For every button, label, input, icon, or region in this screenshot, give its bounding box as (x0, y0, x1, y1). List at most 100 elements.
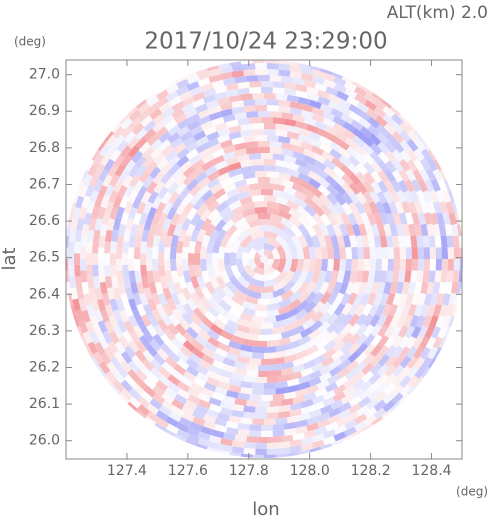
echo-cell (368, 303, 379, 317)
echo-cell (333, 246, 340, 259)
echo-cell (428, 189, 439, 203)
echo-cell (289, 371, 303, 381)
echo-cell (142, 175, 154, 189)
echo-cell (164, 387, 178, 399)
echo-cell (355, 191, 368, 205)
echo-cell (289, 332, 303, 343)
echo-cell (151, 196, 163, 210)
echo-cell (223, 432, 236, 441)
echo-cell (411, 247, 418, 259)
echo-cell (450, 281, 459, 294)
echo-cell (336, 270, 346, 284)
echo-cell (409, 190, 420, 204)
echo-cell (314, 426, 328, 436)
echo-cell (347, 154, 361, 168)
echo-cell (409, 314, 420, 328)
echo-cell (181, 411, 195, 423)
echo-cell (185, 357, 199, 370)
chart-subtitle: ALT(km) 2.0 (387, 3, 488, 23)
echo-cell (217, 127, 231, 137)
echo-cell (362, 180, 375, 194)
echo-cell (178, 90, 192, 102)
echo-cell (302, 187, 316, 200)
echo-cell (255, 68, 267, 76)
echo-cell (401, 304, 411, 318)
echo-cell (387, 259, 394, 271)
echo-cell (377, 324, 389, 338)
echo-cell (354, 303, 366, 317)
echo-cell (131, 150, 144, 164)
echo-cell (252, 266, 264, 275)
echo-cell (182, 331, 196, 345)
echo-cell (280, 329, 294, 339)
echo-cell (152, 120, 166, 133)
echo-cell (395, 223, 405, 237)
echo-cell (390, 179, 402, 193)
echo-cell (242, 251, 249, 267)
echo-cell (445, 304, 455, 317)
echo-cell (194, 240, 203, 254)
echo-cell (432, 201, 442, 214)
echo-cell (92, 229, 101, 242)
echo-cell (249, 394, 262, 401)
echo-cell (434, 235, 442, 248)
echo-cell (459, 247, 463, 259)
echo-cell (272, 287, 286, 298)
echo-cell (288, 215, 302, 228)
echo-cell (340, 393, 354, 405)
echo-cell (280, 179, 294, 189)
echo-cell (355, 313, 368, 327)
echo-cell (98, 235, 106, 248)
echo-cell (242, 338, 256, 347)
echo-cell (127, 136, 140, 149)
echo-cell (196, 371, 210, 383)
echo-cell (237, 392, 250, 401)
echo-cell (190, 125, 204, 137)
echo-cell (177, 292, 188, 306)
echo-cell (165, 90, 179, 102)
echo-cell (104, 253, 111, 265)
echo-cell (295, 83, 308, 93)
echo-cell (181, 102, 195, 114)
echo-cell (275, 196, 289, 206)
echo-cell (379, 292, 390, 306)
echo-cell (252, 454, 264, 458)
echo-cell (297, 374, 311, 385)
echo-cell (168, 411, 182, 423)
echo-cell (289, 445, 302, 454)
echo-cell (264, 454, 276, 458)
echo-cell (136, 303, 147, 317)
echo-cell (302, 359, 316, 370)
echo-cell (266, 302, 281, 311)
echo-cell (138, 170, 151, 184)
y-tick-label: 26.0 (29, 433, 60, 449)
echo-cell (442, 293, 451, 306)
echo-cell (398, 335, 410, 349)
echo-cell (348, 103, 362, 116)
echo-cell (266, 406, 279, 413)
echo-cell (83, 212, 92, 225)
echo-cell (264, 231, 278, 240)
echo-cell (361, 270, 370, 284)
echo-cell (401, 223, 411, 237)
echo-cell (414, 223, 423, 237)
echo-cell (290, 280, 303, 294)
echo-cell (254, 207, 268, 214)
echo-cell (242, 171, 256, 180)
echo-cell (313, 354, 327, 365)
echo-cell (377, 141, 390, 155)
echo-cell (269, 213, 284, 223)
echo-cell (236, 229, 250, 243)
echo-cell (72, 206, 81, 220)
echo-cell (249, 81, 262, 88)
echo-cell (420, 223, 429, 237)
echo-cell (382, 392, 396, 405)
echo-cell (324, 381, 338, 393)
echo-cell (215, 275, 227, 290)
echo-cell (98, 247, 105, 259)
echo-cell (109, 148, 122, 162)
echo-cell (197, 176, 211, 189)
echo-cell (175, 422, 189, 433)
echo-cell (72, 298, 81, 312)
echo-cell (245, 333, 259, 341)
